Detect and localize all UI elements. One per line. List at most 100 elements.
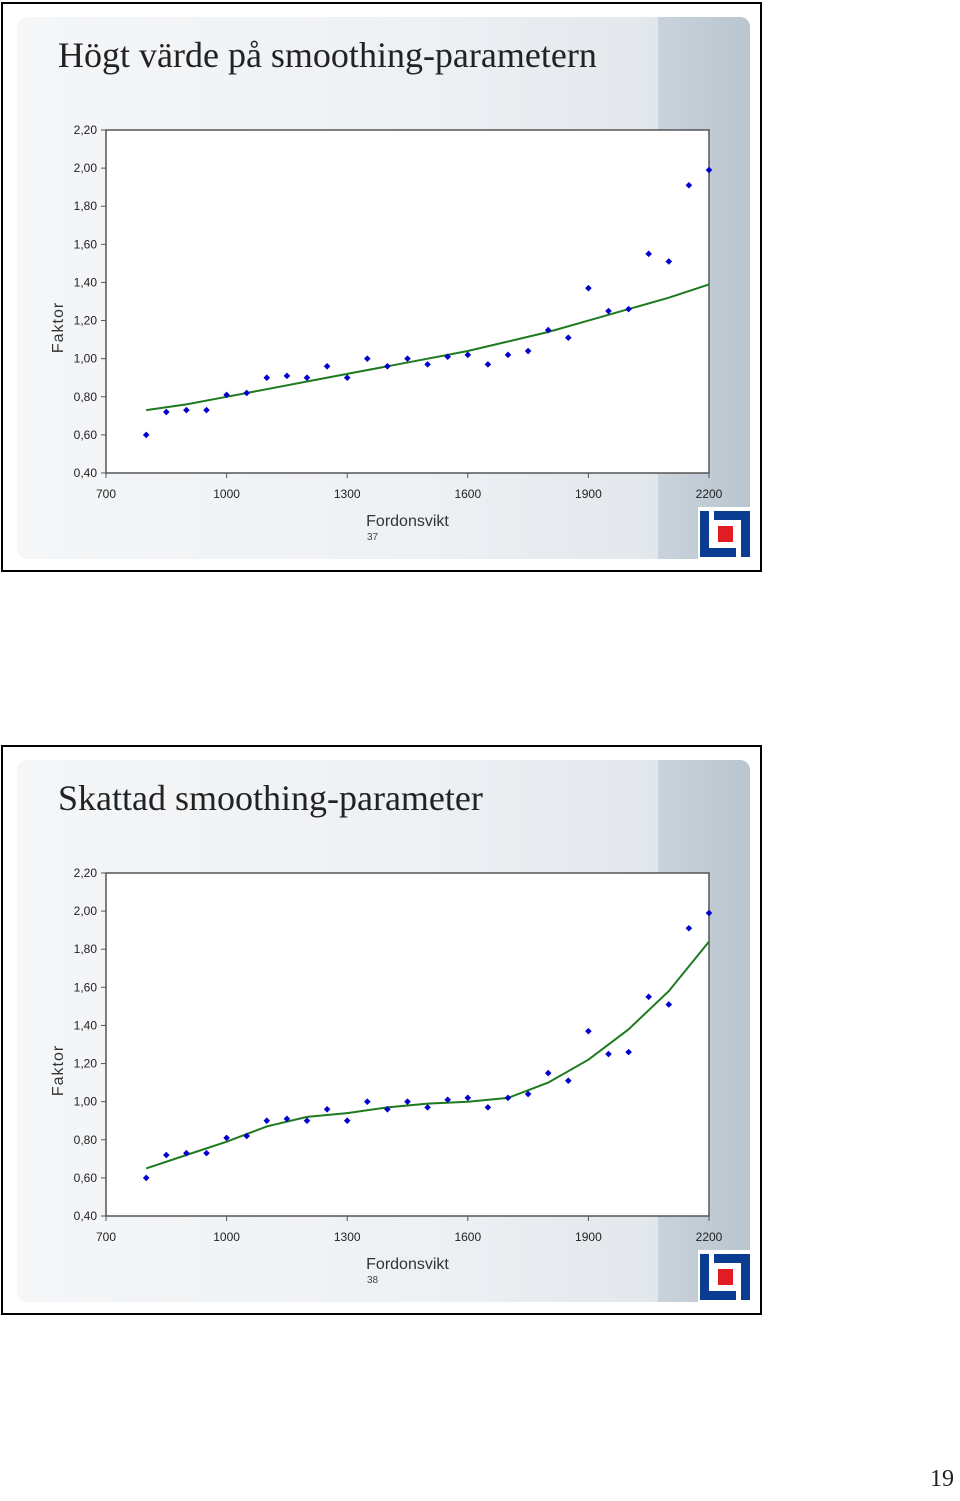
slide-2: Skattad smoothing-parameter 2,20 2,00 1,80… — [1, 745, 762, 1315]
data-point — [404, 355, 411, 362]
x-tick-label: 2200 — [696, 1230, 723, 1244]
slide-number: 38 — [367, 1275, 379, 1286]
y-tick-label: 0,80 — [74, 390, 98, 404]
data-point — [685, 181, 693, 189]
data-point — [384, 362, 391, 370]
x-axis-label: Fordonsvikt — [366, 513, 449, 530]
x-tick-label: 1900 — [575, 1230, 602, 1244]
data-point — [585, 1027, 592, 1035]
y-tick-label: 2,20 — [74, 866, 98, 880]
data-point — [625, 1048, 632, 1056]
data-point — [404, 1098, 411, 1105]
trafikverket-logo-icon — [698, 1250, 752, 1304]
data-point — [625, 305, 632, 313]
data-point — [223, 1134, 230, 1142]
data-point — [243, 389, 250, 397]
data-point — [464, 1094, 472, 1102]
data-point — [665, 1001, 673, 1008]
slide-1: Högt värde på smoothing-parametern 2,20 2… — [1, 2, 762, 572]
slide-number: 37 — [367, 532, 379, 543]
data-point — [565, 334, 572, 342]
data-point — [424, 361, 431, 368]
data-point — [163, 408, 170, 416]
data-point — [705, 166, 713, 174]
data-point — [565, 1077, 572, 1085]
data-point — [243, 1132, 250, 1140]
x-axis-label: Fordonsvikt — [366, 1256, 449, 1273]
y-tick-label: 0,60 — [74, 1171, 98, 1185]
data-point — [263, 1117, 271, 1125]
y-tick-label: 1,80 — [74, 199, 98, 213]
scatter-chart: 2,20 2,00 1,80 1,60 1,40 1,20 1,00 0,80 0,60 0,40… — [50, 123, 723, 530]
data-point — [524, 347, 532, 355]
data-point — [223, 391, 230, 399]
data-point — [183, 406, 190, 414]
data-point — [364, 355, 371, 362]
y-tick-label: 2,00 — [74, 904, 98, 918]
x-tick-label: 1300 — [334, 1230, 361, 1244]
x-tick-label: 1300 — [334, 487, 361, 501]
data-point — [484, 1104, 492, 1111]
fitted-curve — [145, 940, 710, 1170]
y-tick-label: 0,80 — [74, 1133, 98, 1147]
data-point — [484, 361, 492, 368]
y-tick-label: 0,40 — [74, 466, 98, 480]
data-point — [303, 1117, 311, 1125]
data-point — [504, 351, 512, 359]
y-tick-label: 1,80 — [74, 942, 98, 956]
data-point — [283, 1115, 291, 1123]
data-point — [705, 909, 713, 917]
data-point — [645, 250, 652, 258]
y-tick-label: 1,40 — [74, 1018, 98, 1032]
data-point — [544, 326, 552, 334]
data-point — [424, 1104, 431, 1111]
data-point — [142, 431, 150, 439]
y-tick-label: 2,00 — [74, 161, 98, 175]
y-tick-label: 1,20 — [74, 314, 98, 328]
fitted-curve — [146, 283, 710, 412]
y-tick-label: 1,00 — [74, 352, 98, 366]
plot-area — [105, 129, 710, 474]
data-point — [323, 1105, 331, 1113]
data-point — [605, 1050, 612, 1058]
y-tick-label: 1,60 — [74, 237, 98, 251]
y-axis-label: Faktor — [50, 1045, 67, 1096]
slide-title: Högt värde på smoothing-parametern — [58, 35, 597, 75]
y-tick-label: 1,00 — [74, 1095, 98, 1109]
x-tick-label: 700 — [96, 1230, 116, 1244]
data-point — [303, 374, 311, 382]
data-point — [183, 1149, 190, 1157]
x-tick-label: 700 — [96, 487, 116, 501]
data-point — [524, 1090, 532, 1098]
data-point — [544, 1069, 552, 1077]
data-point — [645, 993, 652, 1001]
data-point — [464, 351, 472, 359]
y-axis-label: Faktor — [50, 302, 67, 353]
y-tick-label: 1,60 — [74, 980, 98, 994]
plot-area — [105, 872, 710, 1217]
data-point — [384, 1105, 391, 1113]
x-tick-label: 1000 — [213, 487, 240, 501]
data-point — [203, 406, 210, 414]
data-point — [142, 1174, 150, 1182]
data-point — [585, 284, 592, 292]
y-tick-label: 0,60 — [74, 428, 98, 442]
data-point — [605, 307, 612, 315]
y-tick-label: 2,20 — [74, 123, 98, 137]
data-point — [343, 374, 351, 382]
data-point — [364, 1098, 371, 1105]
data-point — [163, 1151, 170, 1159]
data-point — [343, 1117, 351, 1125]
data-point — [323, 362, 331, 370]
y-tick-label: 1,40 — [74, 275, 98, 289]
data-point — [665, 258, 673, 265]
data-point — [283, 372, 291, 380]
data-point — [203, 1149, 210, 1157]
x-tick-label: 1000 — [213, 1230, 240, 1244]
trafikverket-logo-icon — [698, 507, 752, 561]
y-tick-label: 1,20 — [74, 1057, 98, 1071]
x-tick-label: 1900 — [575, 487, 602, 501]
slide-title: Skattad smoothing-parameter — [58, 778, 483, 818]
scatter-chart: 2,20 2,00 1,80 1,60 1,40 1,20 1,00 0,80 0,60 0,40… — [50, 866, 723, 1273]
x-tick-label: 1600 — [454, 1230, 481, 1244]
